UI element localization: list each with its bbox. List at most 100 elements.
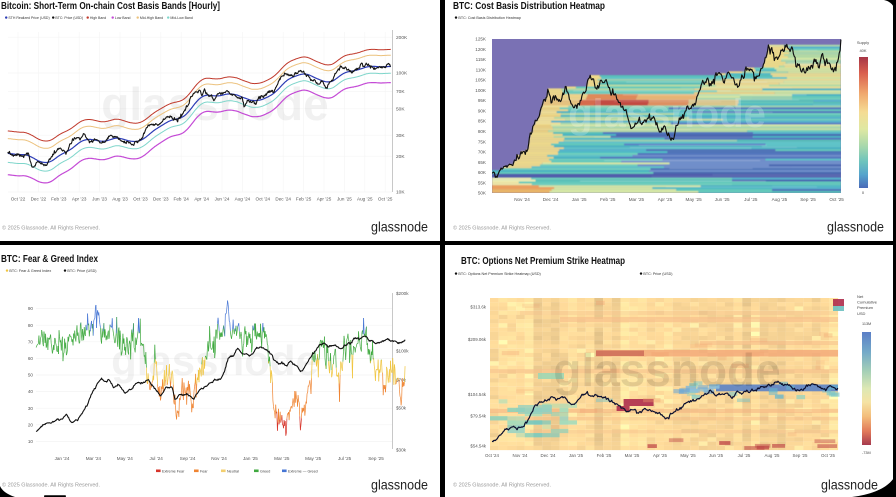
svg-text:Feb ’25: Feb ’25 [296,197,312,202]
svg-text:Mid-High Band: Mid-High Band [140,16,163,20]
svg-text:$79.54k: $79.54k [470,414,486,419]
svg-text:Jan ’25: Jan ’25 [569,453,584,458]
svg-text:30: 30 [28,406,34,411]
svg-text:10K: 10K [396,190,405,196]
svg-text:Oct ’25: Oct ’25 [829,197,844,202]
svg-text:Mar ’25: Mar ’25 [625,453,640,458]
svg-text:-73M: -73M [862,451,871,455]
svg-text:May ’24: May ’24 [117,456,134,461]
svg-text:Oct ’22: Oct ’22 [11,197,26,202]
svg-text:Oct ’24: Oct ’24 [256,197,271,202]
svg-text:BTC: Price (USD): BTC: Price (USD) [55,16,83,20]
svg-text:Sep ’25: Sep ’25 [800,197,816,202]
svg-text:125K: 125K [475,37,487,42]
svg-text:Jun ’24: Jun ’24 [215,197,230,202]
svg-text:Jan ’25: Jan ’25 [243,456,258,461]
svg-text:$54.54k: $54.54k [470,444,486,449]
svg-text:Oct ’25: Oct ’25 [821,453,835,458]
svg-text:Jul ’24: Jul ’24 [150,456,164,461]
svg-text:$50k: $50k [396,406,407,411]
svg-text:Aug ’25: Aug ’25 [357,197,373,202]
svg-text:Feb ’24: Feb ’24 [174,197,190,202]
svg-text:Extreme — Greed: Extreme — Greed [288,470,318,474]
svg-text:May ’25: May ’25 [305,456,322,461]
svg-text:Dec ’24: Dec ’24 [543,197,559,202]
svg-text:60K: 60K [478,170,487,175]
svg-text:70K: 70K [478,150,487,155]
svg-text:glassnode: glassnode [553,344,781,396]
svg-text:Aug ’25: Aug ’25 [772,197,788,202]
svg-text:70K: 70K [396,89,405,95]
svg-text:BTC: Options Net Premium Strik: BTC: Options Net Premium Strike Heatmap [461,256,625,267]
svg-text:BTC: Cost Basis Distribution H: BTC: Cost Basis Distribution Heatmap [458,16,521,20]
svg-text:$70k: $70k [396,378,407,383]
svg-text:120K: 120K [475,47,487,52]
svg-text:Jul ’25: Jul ’25 [338,456,352,461]
svg-text:Sep ’25: Sep ’25 [793,453,808,458]
svg-text:105K: 105K [475,78,487,83]
svg-text:60: 60 [28,356,34,361]
svg-text:Jun ’25: Jun ’25 [337,197,352,202]
svg-text:glassnode: glassnode [371,219,428,235]
svg-text:Bitcoin: Short-Term On-chain C: Bitcoin: Short-Term On-chain Cost Basis … [1,1,220,12]
svg-text:Extreme Fear: Extreme Fear [162,470,185,474]
svg-text:Jun ’25: Jun ’25 [709,453,724,458]
svg-text:Dec ’24: Dec ’24 [275,197,291,202]
svg-text:Feb ’25: Feb ’25 [597,453,612,458]
svg-text:High Band: High Band [90,16,106,20]
svg-text:© 2025 Glassnode. All Rights R: © 2025 Glassnode. All Rights Reserved. [2,482,100,489]
svg-text:100K: 100K [475,88,487,93]
svg-text:$100k: $100k [396,348,409,353]
svg-text:STH Realized Price (USD): STH Realized Price (USD) [8,16,49,20]
svg-text:Aug ’25: Aug ’25 [765,453,780,458]
svg-text:50K: 50K [478,191,487,196]
svg-text:Oct ’23: Oct ’23 [133,197,148,202]
svg-text:© 2025 Glassnode. All Rights R: © 2025 Glassnode. All Rights Reserved. [453,225,551,232]
svg-text:Feb ’23: Feb ’23 [51,197,67,202]
svg-text:80: 80 [28,323,34,328]
svg-text:Feb ’25: Feb ’25 [600,197,616,202]
svg-text:Low Band: Low Band [115,16,131,20]
svg-text:113M: 113M [862,322,871,326]
svg-text:50K: 50K [396,107,405,113]
svg-text:Dec ’24: Dec ’24 [541,453,556,458]
svg-text:USD: USD [857,311,866,316]
svg-text:95K: 95K [478,98,487,103]
svg-text:© 2025 Glassnode. All Rights R: © 2025 Glassnode. All Rights Reserved. [2,225,100,232]
svg-text:Mid-Low Band: Mid-Low Band [170,16,192,20]
svg-text:100K: 100K [396,71,408,77]
svg-text:Greed: Greed [260,470,270,474]
svg-text:30K: 30K [396,133,405,139]
svg-text:BTC: Fear & Greed Index: BTC: Fear & Greed Index [9,269,51,273]
svg-text:75K: 75K [478,139,487,144]
svg-text:200K: 200K [396,35,408,41]
svg-text:Jun ’23: Jun ’23 [92,197,107,202]
svg-text:glassnode: glassnode [371,477,428,493]
svg-text:Neutral: Neutral [227,470,239,474]
svg-text:40: 40 [28,389,34,394]
svg-text:0: 0 [862,190,865,195]
svg-text:Cumulative: Cumulative [857,300,878,305]
svg-text:Apr ’23: Apr ’23 [72,197,87,202]
svg-text:20K: 20K [396,154,405,160]
svg-text:BTC: Cost Basis Distribution H: BTC: Cost Basis Distribution Heatmap [453,1,605,12]
svg-text:Apr ’25: Apr ’25 [658,197,673,202]
svg-text:110K: 110K [476,67,487,72]
svg-text:$200k: $200k [396,291,409,296]
svg-text:glassnode: glassnode [568,92,766,136]
svg-text:Sep ’24: Sep ’24 [180,456,196,461]
svg-text:BTC: Price (USD): BTC: Price (USD) [67,269,96,273]
svg-text:65K: 65K [478,160,487,165]
svg-text:Mar ’25: Mar ’25 [274,456,290,461]
svg-text:Supply: Supply [857,40,869,45]
svg-text:Apr ’25: Apr ’25 [653,453,667,458]
svg-text:Nov ’24: Nov ’24 [513,453,528,458]
svg-text:70: 70 [28,339,34,344]
svg-text:Jul ’25: Jul ’25 [738,453,751,458]
svg-text:115K: 115K [476,57,487,62]
svg-text:90: 90 [28,306,34,311]
svg-text:© 2025 Glassnode. All Rights R: © 2025 Glassnode. All Rights Reserved. [453,482,551,489]
svg-text:90K: 90K [478,109,487,114]
svg-text:Aug ’23: Aug ’23 [112,197,128,202]
svg-text:Mar ’24: Mar ’24 [86,456,102,461]
